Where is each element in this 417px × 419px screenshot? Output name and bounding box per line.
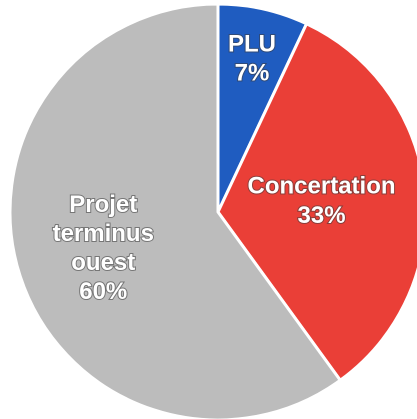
slice-value-label: 60%	[79, 278, 127, 305]
slice-label-line: Concertation	[248, 173, 396, 200]
slice-label-line: Projet	[69, 191, 137, 218]
slice-label: PLU	[228, 31, 276, 58]
slice-value-label: 33%	[298, 202, 346, 229]
slice-label-line: ouest	[71, 249, 135, 276]
slice-label-line: PLU	[228, 31, 276, 58]
slice-value-label: 7%	[235, 60, 270, 87]
pie-slice	[8, 2, 342, 419]
slice-label-line: terminus	[53, 220, 154, 247]
pie-slice	[216, 22, 417, 382]
slice-label: Concertation	[248, 173, 396, 200]
slice-label: Projet terminus ouest	[53, 191, 154, 276]
